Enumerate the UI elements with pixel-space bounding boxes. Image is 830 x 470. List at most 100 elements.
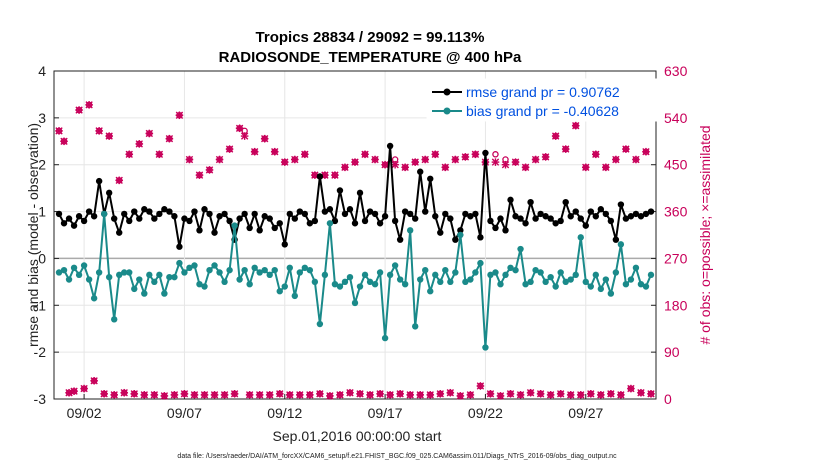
rmse-point <box>412 215 419 222</box>
obs-count-layer <box>55 101 655 400</box>
rmse-point <box>487 217 494 225</box>
bias-point <box>221 278 228 286</box>
rmse-point <box>542 213 549 220</box>
obs-assimilated-point <box>571 121 580 130</box>
rmse-point <box>607 217 615 225</box>
rmse-point <box>246 224 253 232</box>
rmse-point <box>532 215 539 222</box>
bias-point <box>592 271 599 279</box>
rmse-point <box>70 222 78 229</box>
bias-point <box>612 269 620 276</box>
obs-assimilated-point <box>551 132 560 140</box>
obs-assimilated-point <box>526 388 535 397</box>
bias-point <box>251 264 258 271</box>
bias-point <box>331 281 339 288</box>
rmse-point <box>406 210 414 218</box>
obs-assimilated-point <box>576 391 585 399</box>
rmse-point <box>85 208 93 215</box>
obs-assimilated-point <box>316 389 324 398</box>
bias-point <box>487 271 494 279</box>
bias-point <box>131 285 138 293</box>
bias-point <box>427 288 434 295</box>
bias-point <box>126 269 133 276</box>
obs-assimilated-point <box>255 391 264 399</box>
obs-assimilated-point <box>406 391 414 399</box>
rmse-point <box>181 215 188 222</box>
rmse-point <box>577 215 584 222</box>
rmse-point <box>296 208 304 215</box>
obs-assimilated-point <box>597 391 605 399</box>
obs-assimilated-point <box>627 384 635 393</box>
bias-point <box>422 266 429 274</box>
rmse-point <box>401 208 409 215</box>
x-axis: 09/02 09/07 09/12 09/17 09/22 09/27 <box>67 394 603 421</box>
rmse-point <box>572 208 579 215</box>
obs-assimilated-point <box>336 391 344 399</box>
obs-assimilated-point <box>471 150 480 159</box>
rmse-point <box>376 220 384 227</box>
obs-assimilated-point <box>416 391 425 399</box>
rmse-point <box>301 210 309 218</box>
obs-assimilated-point <box>381 160 389 169</box>
bias-point <box>597 285 605 293</box>
obs-assimilated-point <box>647 389 655 398</box>
x-tick-label: 09/07 <box>167 405 202 421</box>
obs-assimilated-point <box>341 163 349 172</box>
y-tick-label: 1 <box>38 204 46 220</box>
rmse-point <box>567 213 574 220</box>
bias-point <box>457 231 464 239</box>
bias-point <box>176 259 183 267</box>
obs-assimilated-point <box>637 388 645 397</box>
bias-point <box>346 273 354 281</box>
rmse-point <box>326 206 334 213</box>
rmse-point <box>236 215 243 222</box>
rmse-point <box>361 217 369 225</box>
bias-point <box>246 281 253 288</box>
obs-assimilated-point <box>461 153 470 161</box>
obs-assimilated-point <box>521 163 530 172</box>
legend-box <box>426 78 657 122</box>
bias-point <box>336 283 344 290</box>
obs-assimilated-point <box>70 387 78 395</box>
obs-assimilated-point <box>326 392 334 400</box>
rmse-point <box>537 210 544 218</box>
rmse-point <box>126 217 133 225</box>
obs-assimilated-point <box>602 163 610 172</box>
y-right-tick-label: 90 <box>664 344 680 360</box>
y-axis-left: -3 -2 -1 0 1 2 3 4 <box>34 63 59 407</box>
rmse-point <box>381 213 389 220</box>
rmse-point <box>121 210 128 218</box>
obs-assimilated-point <box>230 389 239 398</box>
bias-point <box>376 269 384 276</box>
obs-assimilated-point <box>306 391 314 399</box>
obs-assimilated-point <box>240 132 249 140</box>
bias-point <box>156 271 163 279</box>
obs-assimilated-point <box>401 163 409 172</box>
obs-assimilated-point <box>356 389 364 398</box>
y-axis-right-label: # of obs: o=possible; ×=assimilated <box>697 125 713 344</box>
obs-assimilated-point <box>215 155 224 164</box>
bias-point <box>241 266 248 274</box>
bias-point <box>65 276 73 283</box>
y-right-tick-label: 0 <box>664 391 672 407</box>
obs-assimilated-point <box>301 150 309 159</box>
rmse-point <box>597 206 605 213</box>
obs-assimilated-point <box>80 384 88 393</box>
obs-assimilated-point <box>90 376 98 385</box>
obs-assimilated-point <box>85 101 93 109</box>
chart-subtitle: RADIOSONDE_TEMPERATURE @ 400 hPa <box>219 49 522 66</box>
rmse-point <box>632 210 640 218</box>
y-tick-label: 3 <box>38 110 46 126</box>
bias-point <box>537 269 544 276</box>
bias-point <box>236 276 243 283</box>
obs-assimilated-point <box>245 391 254 399</box>
x-tick-label: 09/22 <box>468 405 503 421</box>
y-right-tick-label: 270 <box>664 250 688 266</box>
rmse-point <box>251 210 258 218</box>
bias-point <box>226 266 233 274</box>
obs-assimilated-point <box>511 158 520 166</box>
bias-point <box>542 278 549 286</box>
bias-point <box>191 262 198 269</box>
obs-assimilated-point <box>185 155 194 164</box>
bias-point <box>341 278 349 286</box>
